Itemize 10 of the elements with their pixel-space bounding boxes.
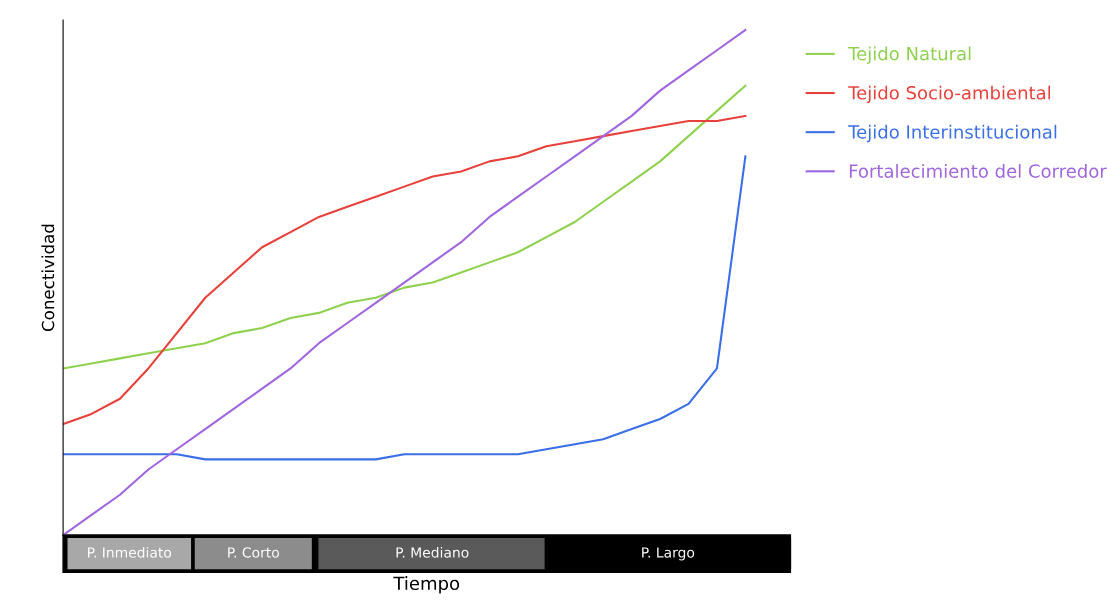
legend-label: Tejido Socio-ambiental [848, 85, 1051, 104]
text: P. Mediano [396, 546, 469, 558]
legend-label: Fortalecimiento del Corredor [849, 163, 1107, 178]
text: P. Largo [642, 547, 695, 561]
x-axis-title: Tiempo [393, 576, 460, 594]
text: P. Inmediato [88, 546, 172, 558]
text: P. Corto [228, 547, 279, 558]
legend-label: Tejido Natural [848, 46, 971, 64]
y-axis-title: Conectividad [41, 224, 55, 332]
legend-label: Tejido Interinstitucional [848, 124, 1057, 143]
